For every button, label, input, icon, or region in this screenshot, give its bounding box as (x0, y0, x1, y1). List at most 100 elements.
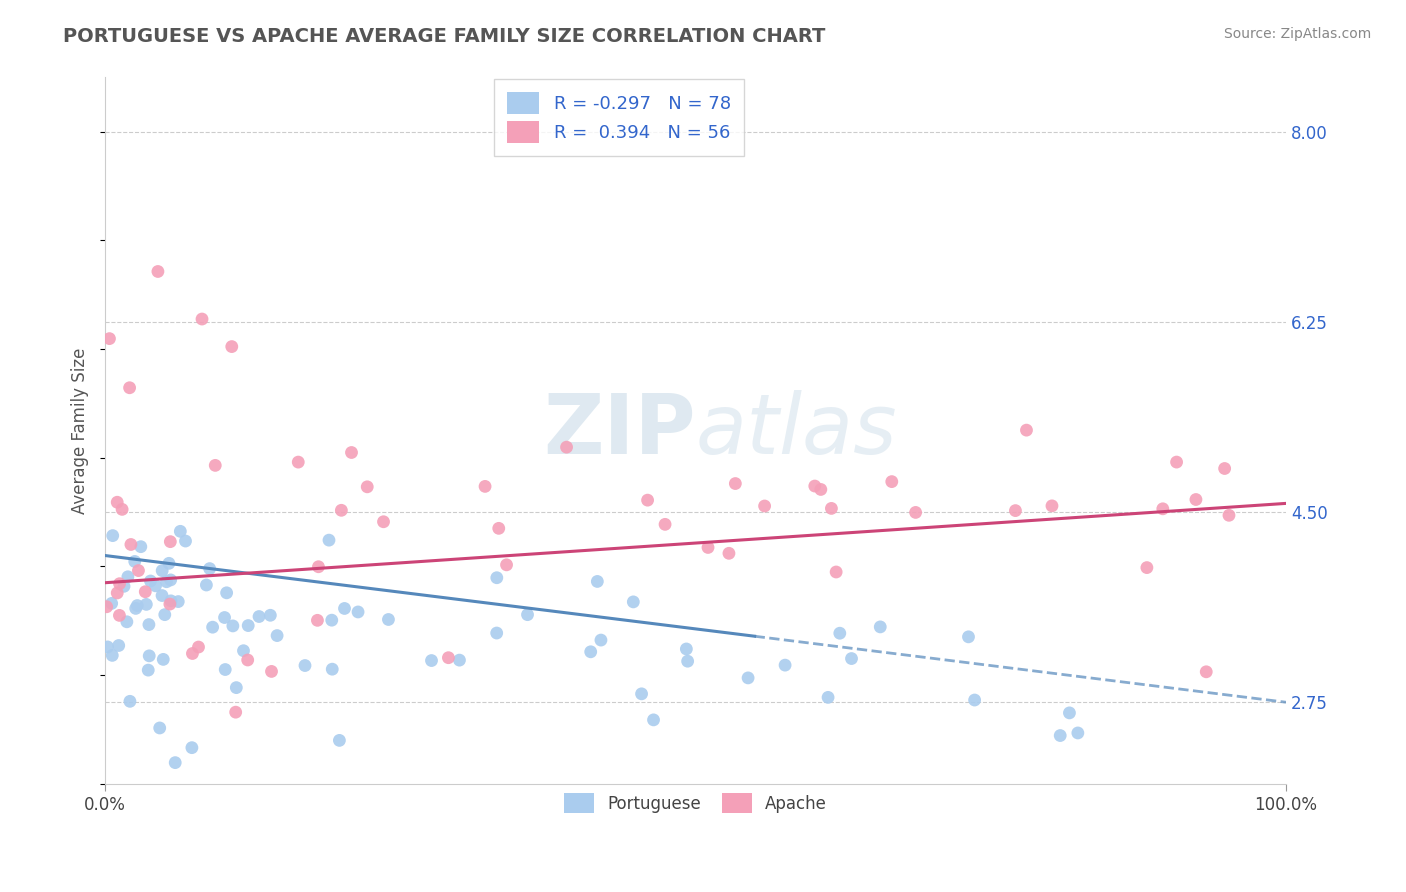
Point (214, 663, 236, 677)
Point (488, 521, 510, 535)
Point (145, 579, 167, 593)
Point (260, 665, 283, 679)
Point (169, 524, 191, 539)
Point (225, 705, 247, 719)
Point (108, 576, 131, 591)
Point (308, 559, 330, 574)
Point (1059, 706, 1081, 720)
Point (347, 605, 370, 619)
Point (810, 483, 832, 497)
Point (340, 445, 363, 459)
Point (117, 570, 139, 584)
Point (1136, 560, 1159, 574)
Point (120, 537, 142, 551)
Y-axis label: Average Family Size: Average Family Size (72, 347, 89, 514)
Point (215, 586, 238, 600)
Point (737, 671, 759, 685)
Point (676, 654, 699, 668)
Point (1040, 499, 1063, 513)
Point (187, 640, 209, 654)
Point (420, 654, 443, 668)
Point (232, 644, 254, 658)
Point (1004, 503, 1026, 517)
Point (138, 617, 160, 632)
Point (804, 479, 827, 493)
Point (630, 687, 652, 701)
Point (904, 505, 927, 519)
Point (115, 615, 138, 629)
Point (321, 613, 343, 627)
Point (155, 574, 177, 589)
Point (222, 619, 245, 633)
Point (773, 658, 796, 673)
Point (373, 515, 395, 529)
Point (328, 733, 350, 747)
Point (485, 571, 508, 585)
Point (107, 639, 129, 653)
Point (1213, 461, 1236, 475)
Point (485, 626, 508, 640)
Point (127, 599, 149, 613)
Point (957, 630, 980, 644)
Point (586, 574, 609, 589)
Point (697, 541, 720, 555)
Point (754, 499, 776, 513)
Point (181, 647, 204, 661)
Point (153, 607, 176, 622)
Point (118, 381, 141, 395)
Point (817, 690, 839, 705)
Point (621, 595, 644, 609)
Point (266, 629, 288, 643)
Text: PORTUGUESE VS APACHE AVERAGE FAMILY SIZE CORRELATION CHART: PORTUGUESE VS APACHE AVERAGE FAMILY SIZE… (63, 27, 825, 45)
Point (377, 612, 399, 626)
Point (963, 693, 986, 707)
Point (105, 495, 128, 509)
Point (111, 502, 134, 516)
Point (236, 653, 259, 667)
Point (124, 554, 146, 568)
Point (174, 534, 197, 549)
Point (159, 597, 181, 611)
Point (138, 648, 160, 663)
Point (157, 557, 180, 571)
Point (159, 534, 181, 549)
Point (96, 599, 118, 614)
Text: Source: ZipAtlas.com: Source: ZipAtlas.com (1223, 27, 1371, 41)
Point (437, 650, 460, 665)
Point (579, 645, 602, 659)
Text: ZIP: ZIP (543, 390, 696, 471)
Point (101, 648, 124, 663)
Point (97, 640, 120, 654)
Point (150, 564, 173, 578)
Point (841, 651, 863, 665)
Point (1067, 726, 1090, 740)
Point (820, 501, 842, 516)
Point (259, 608, 281, 623)
Point (828, 626, 851, 640)
Point (195, 578, 218, 592)
Point (643, 713, 665, 727)
Point (356, 480, 378, 494)
Point (152, 652, 174, 666)
Point (129, 540, 152, 554)
Point (1185, 492, 1208, 507)
Point (637, 493, 659, 508)
Point (198, 561, 221, 575)
Point (159, 573, 181, 587)
Point (1152, 501, 1174, 516)
Point (201, 620, 224, 634)
Point (1195, 665, 1218, 679)
Point (247, 609, 270, 624)
Point (165, 756, 187, 770)
Point (1049, 729, 1071, 743)
Point (127, 564, 149, 578)
Point (225, 681, 247, 695)
Point (589, 633, 612, 648)
Point (724, 476, 747, 491)
Point (100, 596, 122, 610)
Point (1218, 508, 1240, 523)
Point (1166, 455, 1188, 469)
Point (869, 620, 891, 634)
Point (101, 528, 124, 542)
Point (160, 594, 183, 608)
